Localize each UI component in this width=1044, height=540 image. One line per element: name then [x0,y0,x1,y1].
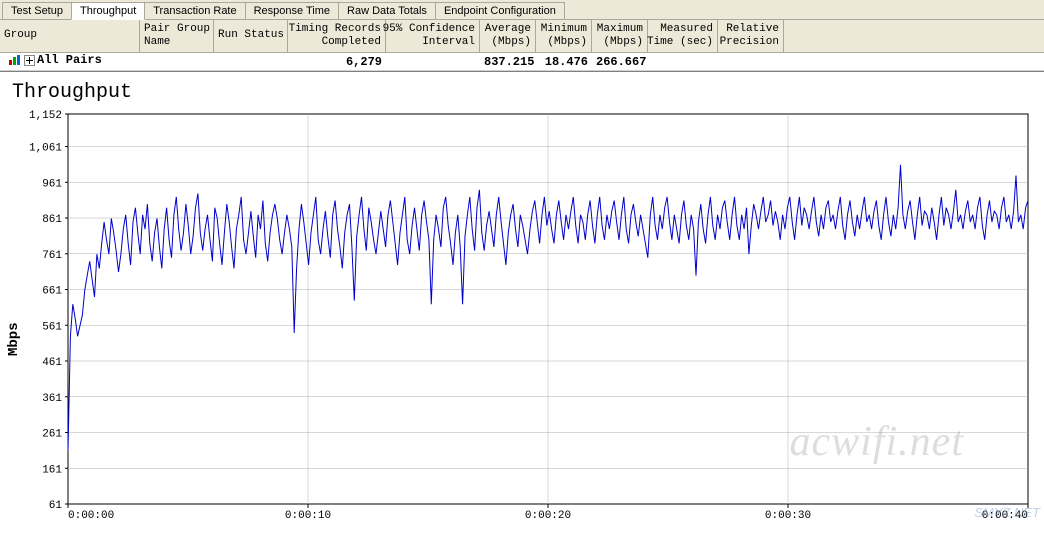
svg-text:161: 161 [42,464,62,476]
tab-endpoint-configuration[interactable]: Endpoint Configuration [435,2,565,19]
cell-3: 6,279 [288,55,386,69]
throughput-chart: 61 161 261 361 461 561 661 761 861 961 1,061 1,152 0… [0,106,1044,526]
row-label: All Pairs [37,53,102,67]
col-header-5[interactable]: Average (Mbps) [480,20,536,52]
col-header-2[interactable]: Run Status [214,20,288,52]
svg-text:361: 361 [42,393,62,405]
svg-text:0:00:30: 0:00:30 [765,510,811,522]
tab-bar: Test SetupThroughputTransaction RateResp… [0,0,1044,20]
chart-title: Throughput [0,75,1044,104]
svg-text:761: 761 [42,250,62,262]
y-axis-label: Mbps [6,322,22,356]
svg-text:661: 661 [42,286,62,298]
svg-text:561: 561 [42,321,62,333]
chart-icon [8,54,22,66]
svg-text:0:00:10: 0:00:10 [285,510,331,522]
divider [0,71,1044,73]
expand-icon[interactable] [24,55,35,66]
tab-raw-data-totals[interactable]: Raw Data Totals [338,2,436,19]
col-header-8[interactable]: Measured Time (sec) [648,20,718,52]
cell-0: All Pairs [0,53,140,70]
svg-text:61: 61 [49,500,63,512]
svg-text:861: 861 [42,214,62,226]
col-header-9[interactable]: Relative Precision [718,20,784,52]
tab-throughput[interactable]: Throughput [71,2,145,20]
col-header-4[interactable]: 95% Confidence Interval [386,20,480,52]
chart-area: Mbps 61 161 261 361 461 561 661 761 861 961 1,061 1… [0,106,1044,526]
svg-text:0:00:40: 0:00:40 [982,510,1028,522]
col-header-0[interactable]: Group [0,20,140,52]
cell-5: 837.215 [480,55,536,69]
svg-text:961: 961 [42,178,62,190]
cell-6: 18.476 [536,55,592,69]
tab-test-setup[interactable]: Test Setup [2,2,72,19]
col-header-fill [784,20,1044,52]
svg-text:1,152: 1,152 [29,110,62,122]
col-header-6[interactable]: Minimum (Mbps) [536,20,592,52]
tab-transaction-rate[interactable]: Transaction Rate [144,2,245,19]
col-header-7[interactable]: Maximum (Mbps) [592,20,648,52]
svg-text:461: 461 [42,357,62,369]
table-row[interactable]: All Pairs 6,279 837.21518.476266.667 [0,53,1044,71]
svg-text:0:00:20: 0:00:20 [525,510,571,522]
col-header-1[interactable]: Pair Group Name [140,20,214,52]
tab-response-time[interactable]: Response Time [245,2,339,19]
cell-7: 266.667 [592,55,648,69]
svg-text:0:00:00: 0:00:00 [68,510,114,522]
svg-text:1,061: 1,061 [29,143,62,155]
table-header: GroupPair Group NameRun StatusTiming Rec… [0,20,1044,53]
col-header-3[interactable]: Timing Records Completed [288,20,386,52]
svg-text:261: 261 [42,429,62,441]
